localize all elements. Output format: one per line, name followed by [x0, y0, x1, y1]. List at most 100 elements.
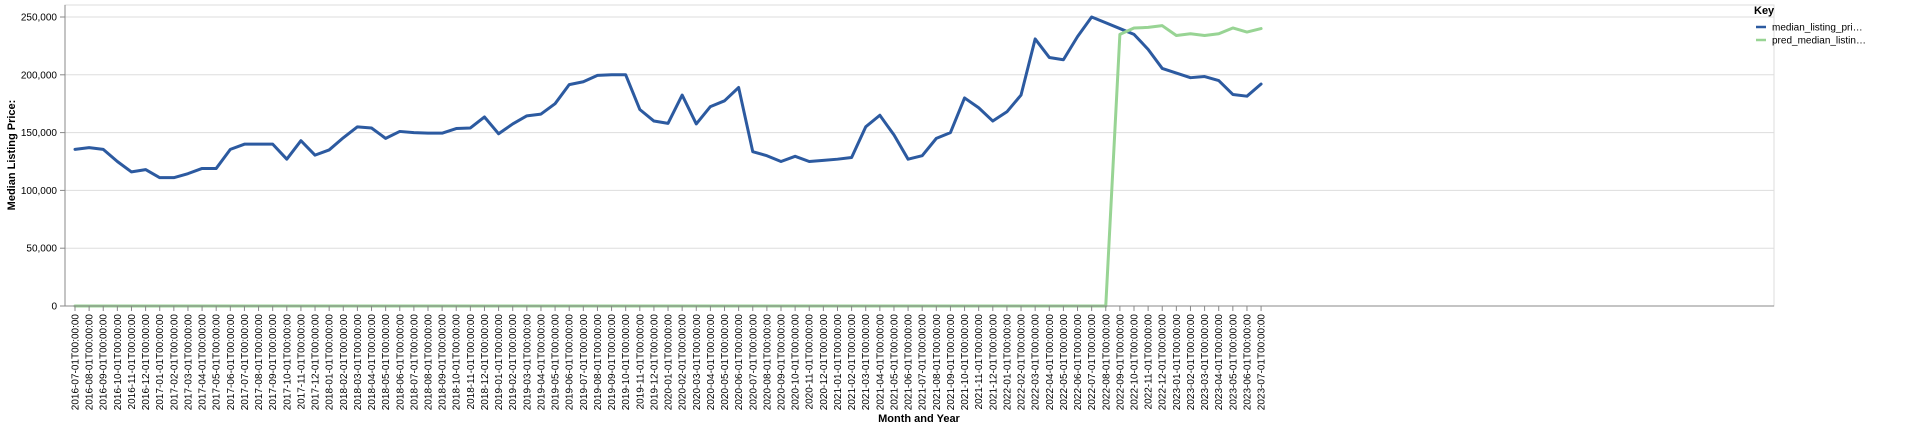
x-tick-label: 2017-10-01T00:00:00: [282, 314, 293, 411]
x-tick-label: 2019-05-01T00:00:00: [551, 314, 562, 411]
x-tick-label: 2023-02-01T00:00:00: [1186, 314, 1197, 411]
x-tick-label: 2021-08-01T00:00:00: [932, 314, 943, 411]
x-tick-label: 2022-10-01T00:00:00: [1130, 314, 1141, 411]
x-tick-label: 2021-03-01T00:00:00: [861, 314, 872, 411]
axes: 0 50,000 100,000 150,000 200,000 250,000 2016-…: [21, 5, 1774, 410]
x-tick-label: 2021-02-01T00:00:00: [847, 314, 858, 411]
y-tick-label: 50,000: [26, 244, 57, 255]
x-tick-label: 2021-07-01T00:00:00: [918, 314, 929, 411]
x-tick-label: 2019-08-01T00:00:00: [593, 314, 604, 411]
x-tick-label: 2020-06-01T00:00:00: [734, 314, 745, 411]
x-tick-label: 2016-08-01T00:00:00: [85, 314, 96, 411]
x-tick-label: 2019-03-01T00:00:00: [522, 314, 533, 411]
x-tick-label: 2023-07-01T00:00:00: [1257, 314, 1268, 411]
x-tick-label: 2018-06-01T00:00:00: [395, 314, 406, 411]
x-tick-label: 2020-11-01T00:00:00: [805, 314, 816, 410]
x-tick-label: 2018-11-01T00:00:00: [466, 314, 477, 410]
x-tick-label: 2017-12-01T00:00:00: [311, 314, 322, 411]
x-tick-label: 2018-10-01T00:00:00: [452, 314, 463, 411]
x-tick-label: 2018-07-01T00:00:00: [409, 314, 420, 411]
x-tick-label: 2018-09-01T00:00:00: [438, 314, 449, 411]
legend-label: pred_median_listin…: [1772, 36, 1866, 47]
x-tick-label: 2020-10-01T00:00:00: [791, 314, 802, 411]
x-tick-label: 2017-08-01T00:00:00: [254, 314, 265, 411]
x-tick-label: 2019-04-01T00:00:00: [536, 314, 547, 411]
series-line-1: [73, 15, 1263, 180]
y-tick-label: 250,000: [21, 13, 58, 24]
x-tick-label: 2018-05-01T00:00:00: [381, 314, 392, 411]
x-tick-label: 2016-12-01T00:00:00: [141, 314, 152, 411]
x-tick-label: 2023-04-01T00:00:00: [1214, 314, 1225, 411]
x-tick-label: 2021-01-01T00:00:00: [833, 314, 844, 411]
series-line-2: [73, 24, 1263, 308]
x-tick-label: 2020-03-01T00:00:00: [692, 314, 703, 411]
x-tick-label: 2016-09-01T00:00:00: [99, 314, 110, 411]
x-tick-label: 2020-09-01T00:00:00: [777, 314, 788, 411]
legend: Key median_listing_pri… pred_median_listi…: [1754, 5, 1866, 47]
x-tick-label: 2017-02-01T00:00:00: [169, 314, 180, 411]
x-tick-label: 2022-06-01T00:00:00: [1073, 314, 1084, 411]
x-tick-label: 2018-02-01T00:00:00: [339, 314, 350, 411]
x-tick-label: 2021-04-01T00:00:00: [875, 314, 886, 411]
x-tick-label: 2020-05-01T00:00:00: [720, 314, 731, 411]
x-tick-label: 2023-05-01T00:00:00: [1228, 314, 1239, 411]
x-tick-label: 2017-01-01T00:00:00: [155, 314, 166, 411]
x-tick-label: 2022-02-01T00:00:00: [1017, 314, 1028, 411]
x-tick-label: 2020-07-01T00:00:00: [748, 314, 759, 411]
x-tick-label: 2019-07-01T00:00:00: [579, 314, 590, 411]
x-tick-label: 2023-06-01T00:00:00: [1242, 314, 1253, 411]
y-tick-label: 100,000: [21, 186, 58, 197]
x-tick-label: 2022-03-01T00:00:00: [1031, 314, 1042, 411]
x-tick-label: 2018-04-01T00:00:00: [367, 314, 378, 411]
x-tick-label: 2017-11-01T00:00:00: [296, 314, 307, 410]
x-axis-title: Month and Year: [878, 413, 960, 425]
legend-label: median_listing_pri…: [1772, 23, 1863, 34]
x-tick-label: 2020-04-01T00:00:00: [706, 314, 717, 411]
y-tick-label: 0: [51, 302, 57, 313]
series-lines: [73, 15, 1263, 308]
x-tick-label: 2022-09-01T00:00:00: [1115, 314, 1126, 411]
x-tick-label: 2017-06-01T00:00:00: [226, 314, 237, 411]
x-tick-label: 2017-07-01T00:00:00: [240, 314, 251, 411]
x-tick-label: 2020-12-01T00:00:00: [819, 314, 830, 411]
x-tick-label: 2021-05-01T00:00:00: [889, 314, 900, 411]
x-tick-label: 2018-03-01T00:00:00: [353, 314, 364, 411]
x-tick-label: 2018-12-01T00:00:00: [480, 314, 491, 411]
x-tick-label: 2022-04-01T00:00:00: [1045, 314, 1056, 411]
x-tick-label: 2017-04-01T00:00:00: [198, 314, 209, 411]
x-tick-label: 2023-01-01T00:00:00: [1172, 314, 1183, 411]
y-tick-label: 150,000: [21, 128, 58, 139]
x-tick-label: 2022-12-01T00:00:00: [1158, 314, 1169, 411]
x-tick-label: 2017-05-01T00:00:00: [212, 314, 223, 411]
y-axis-title: Median Listing Price:: [6, 100, 18, 211]
x-tick-label: 2020-08-01T00:00:00: [762, 314, 773, 411]
x-tick-label: 2019-11-01T00:00:00: [635, 314, 646, 410]
x-tick-label: 2020-02-01T00:00:00: [678, 314, 689, 411]
x-tick-label: 2017-09-01T00:00:00: [268, 314, 279, 411]
x-tick-label: 2019-01-01T00:00:00: [494, 314, 505, 411]
x-tick-label: 2019-10-01T00:00:00: [621, 314, 632, 411]
x-tick-label: 2022-07-01T00:00:00: [1087, 314, 1098, 411]
x-tick-label: 2019-09-01T00:00:00: [607, 314, 618, 411]
x-tick-label: 2021-12-01T00:00:00: [988, 314, 999, 411]
x-tick-label: 2016-07-01T00:00:00: [71, 314, 82, 411]
x-tick-label: 2021-06-01T00:00:00: [904, 314, 915, 411]
x-tick-label: 2016-11-01T00:00:00: [127, 314, 138, 410]
x-tick-label: 2022-01-01T00:00:00: [1002, 314, 1013, 411]
x-tick-label: 2017-03-01T00:00:00: [183, 314, 194, 411]
x-tick-label: 2022-11-01T00:00:00: [1144, 314, 1155, 410]
x-tick-label: 2021-11-01T00:00:00: [974, 314, 985, 410]
x-tick-label: 2021-10-01T00:00:00: [960, 314, 971, 411]
x-tick-label: 2019-06-01T00:00:00: [565, 314, 576, 411]
y-tick-label: 200,000: [21, 70, 58, 81]
x-tick-label: 2023-03-01T00:00:00: [1200, 314, 1211, 411]
x-tick-label: 2018-01-01T00:00:00: [325, 314, 336, 411]
legend-title: Key: [1754, 5, 1775, 17]
x-tick-label: 2019-02-01T00:00:00: [508, 314, 519, 411]
x-tick-label: 2022-08-01T00:00:00: [1101, 314, 1112, 411]
x-tick-label: 2020-01-01T00:00:00: [664, 314, 675, 411]
x-tick-label: 2018-08-01T00:00:00: [424, 314, 435, 411]
x-tick-label: 2019-12-01T00:00:00: [649, 314, 660, 411]
x-tick-label: 2016-10-01T00:00:00: [113, 314, 124, 411]
